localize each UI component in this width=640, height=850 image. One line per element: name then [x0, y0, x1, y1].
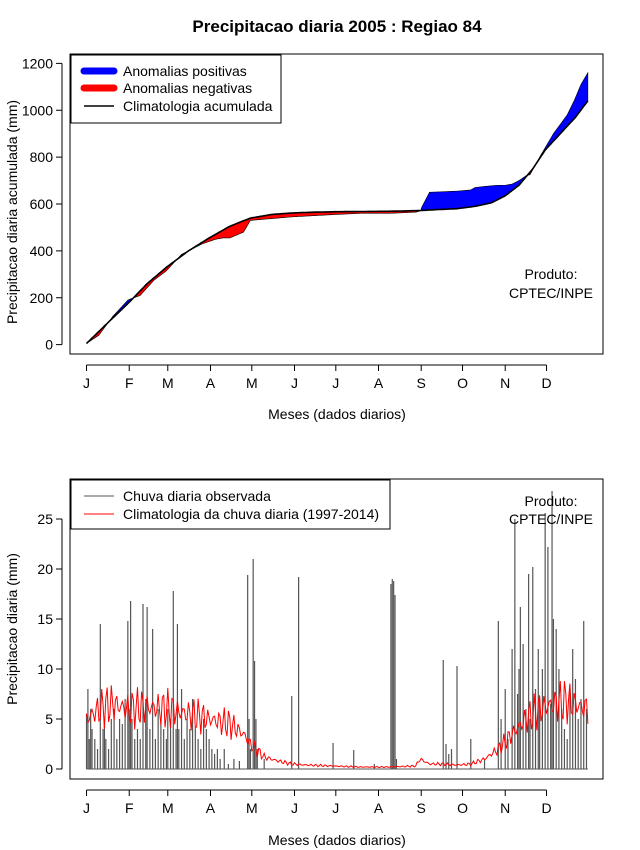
y-tick-label: 5	[45, 711, 53, 727]
x-tick-label: S	[417, 800, 426, 816]
daily-panel: 0 5 10 15 20 25 J F M A M J J A S O N D Meses (dados dia…	[4, 478, 604, 848]
y-tick-label: 1000	[22, 102, 53, 118]
y-tick-label: 800	[30, 149, 54, 165]
x-tick-label: J	[332, 800, 339, 816]
x-tick-label: A	[374, 800, 384, 816]
legend-label-positive: Anomalias positivas	[123, 63, 247, 79]
positive-anomaly-area	[420, 175, 527, 211]
bottom-xlabel: Meses (dados diarios)	[268, 832, 406, 848]
x-tick-label: O	[457, 800, 468, 816]
bottom-annotation-line1: Produto:	[525, 493, 578, 509]
top-plot-frame	[69, 53, 604, 355]
daily-rain-bars	[85, 491, 588, 770]
top-xlabel: Meses (dados diarios)	[268, 406, 406, 422]
y-tick-label: 200	[30, 290, 54, 306]
x-tick-label: D	[541, 800, 551, 816]
x-tick-label: J	[291, 375, 298, 391]
y-tick-label: 600	[30, 196, 54, 212]
y-tick-label: 400	[30, 243, 54, 259]
bottom-legend: Chuva diaria observada Climatologia da c…	[70, 479, 391, 530]
x-tick-label: N	[500, 375, 510, 391]
x-tick-label: M	[246, 800, 258, 816]
daily-climatology-line	[86, 681, 589, 769]
x-tick-label: F	[125, 375, 134, 391]
legend-label-climatology: Climatologia acumulada	[123, 98, 273, 114]
x-tick-label: M	[162, 375, 174, 391]
top-annotation-line1: Produto:	[525, 266, 578, 282]
x-tick-label: J	[83, 800, 90, 816]
positive-anomaly-area	[536, 71, 589, 164]
chart-title: Precipitacao diaria 2005 : Regiao 84	[192, 17, 482, 36]
legend-label-observed: Chuva diaria observada	[123, 488, 271, 504]
x-tick-label: O	[457, 375, 468, 391]
cumulative-panel: 0 200 400 600 800 1000 1200 J F M A M J J A S O N D Meses…	[4, 53, 604, 422]
bottom-annotation-line2: CPTEC/INPE	[509, 511, 593, 527]
climatology-cumulative-line	[85, 100, 589, 345]
x-tick-label: J	[83, 375, 90, 391]
x-tick-label: M	[162, 800, 174, 816]
top-ylabel: Precipitacao diaria acumulada (mm)	[4, 100, 20, 324]
negative-anomaly-area	[189, 210, 421, 251]
x-tick-label: D	[541, 375, 551, 391]
bottom-legend-box	[70, 479, 391, 530]
legend-label-negative: Anomalias negativas	[123, 80, 252, 96]
y-tick-label: 15	[37, 611, 53, 627]
x-tick-label: S	[417, 375, 426, 391]
x-tick-label: F	[125, 800, 134, 816]
top-legend: Anomalias positivas Anomalias negativas …	[70, 54, 282, 124]
x-tick-label: J	[291, 800, 298, 816]
top-annotation-line2: CPTEC/INPE	[509, 285, 593, 301]
x-tick-label: A	[374, 375, 384, 391]
y-tick-label: 10	[37, 661, 53, 677]
y-tick-label: 0	[45, 337, 53, 353]
bottom-y-axis: 0 5 10 15 20 25	[37, 511, 63, 777]
bottom-ylabel: Precipitacao diaria (mm)	[4, 553, 20, 705]
x-tick-label: A	[206, 800, 216, 816]
x-tick-label: N	[500, 800, 510, 816]
x-tick-label: J	[332, 375, 339, 391]
x-tick-label: A	[206, 375, 216, 391]
y-tick-label: 25	[37, 511, 53, 527]
x-tick-label: M	[246, 375, 258, 391]
bottom-plot-frame	[69, 478, 604, 780]
top-y-axis: 0 200 400 600 800 1000 1200	[22, 55, 63, 353]
y-tick-label: 1200	[22, 55, 53, 71]
y-tick-label: 20	[37, 561, 53, 577]
y-tick-label: 0	[45, 761, 53, 777]
legend-label-daily-climatology: Climatologia da chuva diaria (1997-2014)	[123, 506, 379, 522]
